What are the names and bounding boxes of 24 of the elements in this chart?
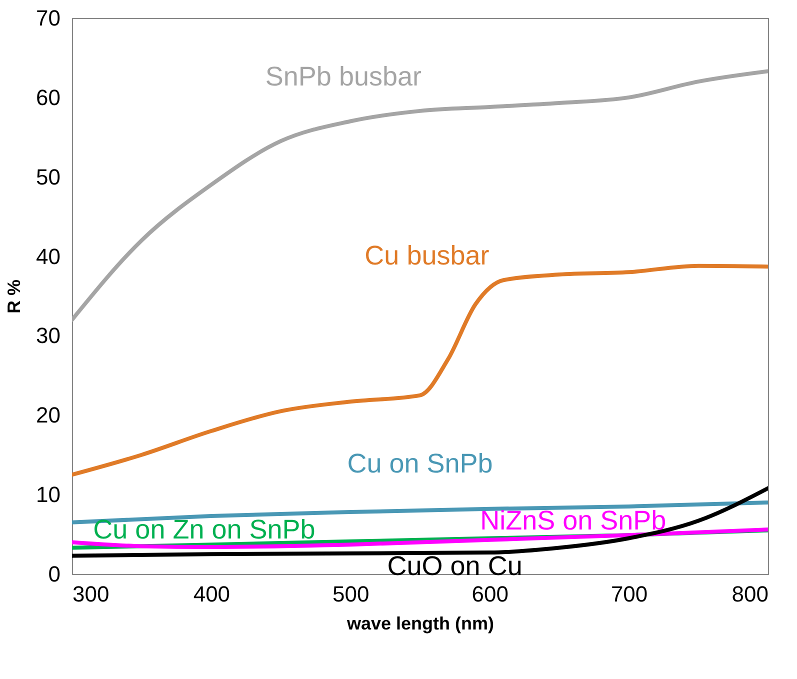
y-tick-label: 10 (36, 482, 60, 508)
x-axis-title: wave length (nm) (346, 614, 494, 634)
y-tick-label: 50 (36, 164, 60, 190)
series-label: Cu on Zn on SnPb (93, 514, 316, 544)
y-tick-label: 20 (36, 402, 60, 428)
y-tick-label: 0 (48, 562, 60, 586)
series-label: CuO on Cu (387, 550, 522, 581)
series-label: SnPb busbar (265, 62, 422, 92)
y-tick-label: 60 (36, 84, 60, 110)
y-tick-label: 40 (36, 244, 60, 269)
series-label: NiZnS on SnPb (480, 506, 666, 536)
y-tick-label: 70 (36, 6, 60, 30)
x-tick-label: 300 (72, 582, 110, 606)
x-tick-label: 700 (610, 582, 648, 606)
x-tick-label: 800 (732, 582, 768, 606)
y-tick-label: 30 (36, 323, 60, 348)
x-tick-label: 500 (332, 582, 370, 606)
line-series (72, 264, 768, 477)
x-tick-label: 600 (472, 582, 508, 606)
y-axis-title: R % (4, 279, 24, 314)
line-series (72, 486, 768, 558)
x-tick-label: 400 (193, 582, 230, 606)
series-label: Cu on SnPb (347, 448, 493, 478)
series-label: Cu busbar (364, 240, 490, 270)
